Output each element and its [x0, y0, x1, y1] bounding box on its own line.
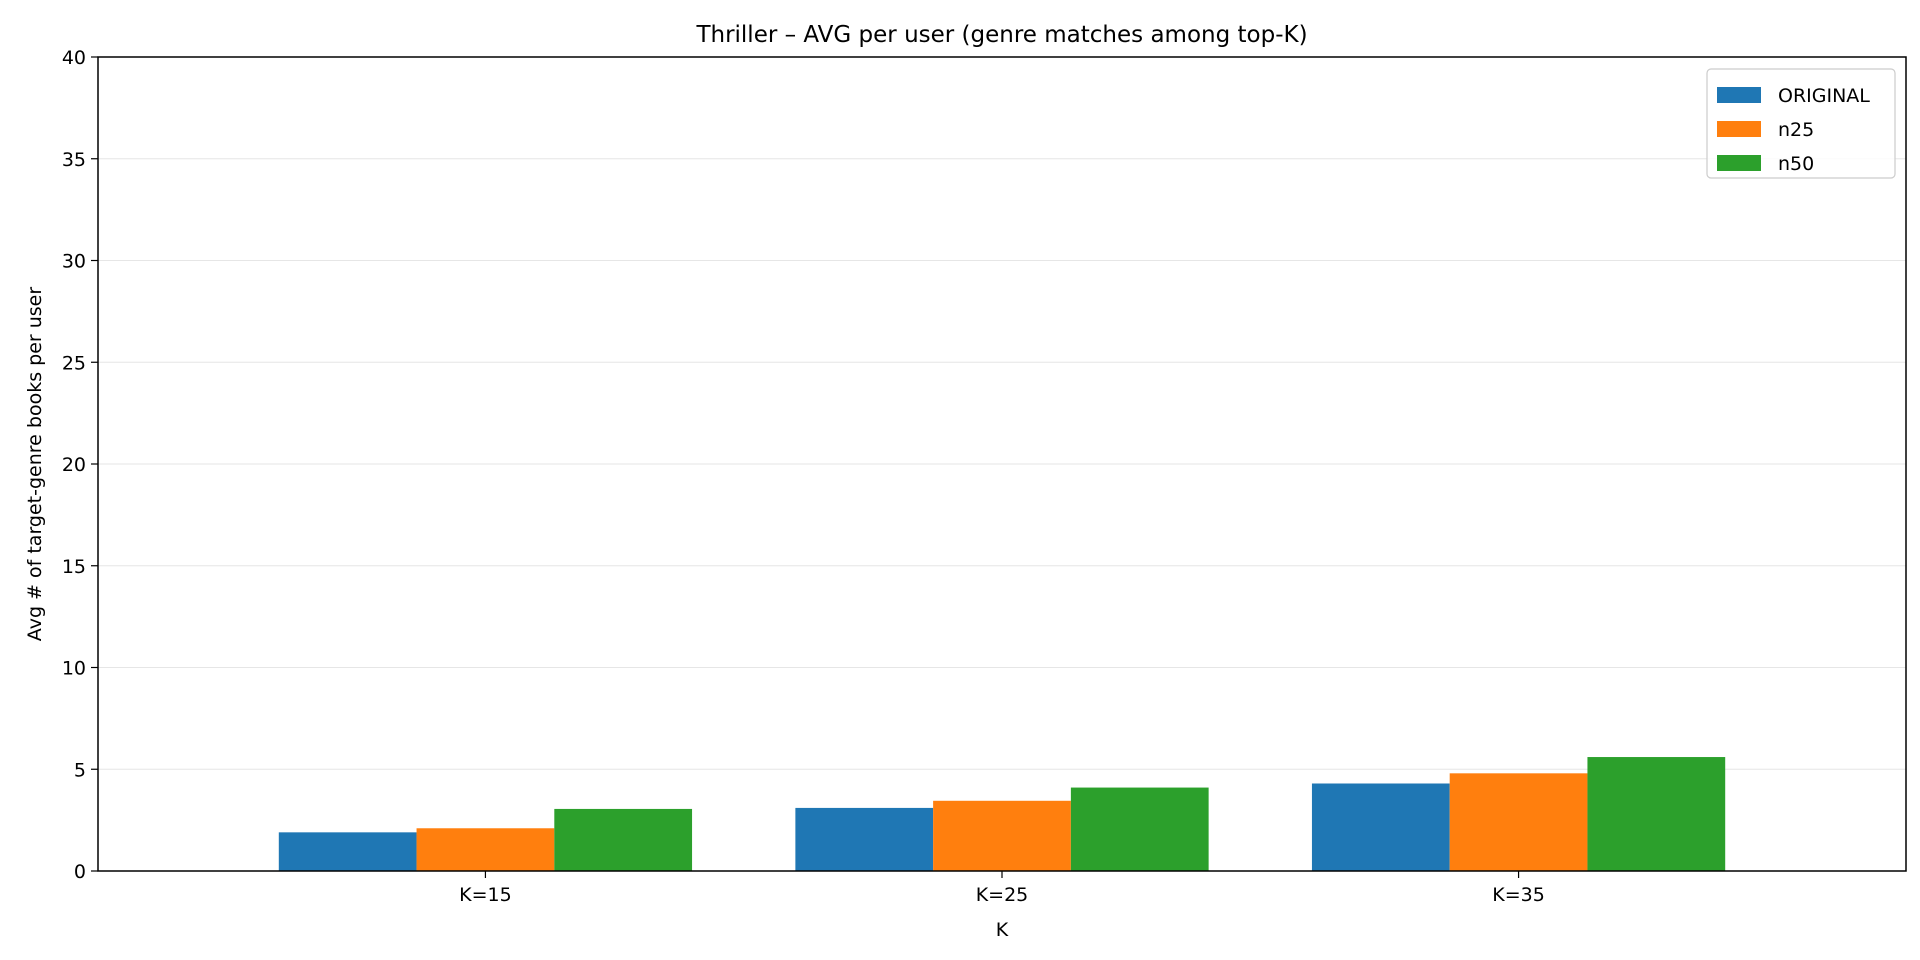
legend-swatch-original [1717, 87, 1761, 103]
y-tick-label: 5 [74, 759, 86, 781]
y-tick-label: 10 [62, 658, 86, 680]
legend: ORIGINAL n25 n50 [1706, 68, 1896, 179]
bar-original-k35 [1311, 783, 1450, 871]
legend-label-n50: n50 [1778, 153, 1814, 175]
y-tick-label: 20 [62, 454, 86, 476]
y-tick-label: 25 [62, 352, 86, 374]
bar-n50-k35 [1587, 757, 1726, 871]
y-axis-title: Avg # of target-genre books per user [24, 287, 46, 642]
bar-n50-k25 [1070, 787, 1209, 871]
y-tick-label: 15 [62, 556, 86, 578]
x-tick-label: K=35 [1492, 884, 1545, 906]
y-tick-label: 35 [62, 149, 86, 171]
bars [278, 757, 1726, 871]
bar-original-k15 [278, 832, 417, 871]
bar-n50-k15 [554, 808, 693, 871]
bar-original-k25 [795, 807, 934, 871]
bar-n25-k35 [1449, 773, 1588, 871]
bar-n25-k25 [933, 800, 1071, 871]
x-axis-ticks: K=15 K=25 K=35 [459, 871, 1545, 906]
x-tick-label: K=25 [976, 884, 1029, 906]
chart-title: Thriller – AVG per user (genre matches a… [695, 22, 1307, 48]
y-axis-ticks: 0 5 10 15 20 25 30 35 40 [62, 47, 98, 883]
y-tick-label: 30 [62, 251, 86, 273]
legend-swatch-n25 [1717, 121, 1761, 137]
x-axis-title: K [996, 919, 1009, 941]
y-tick-label: 40 [62, 47, 86, 69]
bar-n25-k15 [416, 828, 555, 871]
y-tick-label: 0 [74, 861, 86, 883]
legend-label-original: ORIGINAL [1778, 85, 1870, 107]
legend-swatch-n50 [1717, 155, 1761, 171]
legend-label-n25: n25 [1778, 119, 1814, 141]
gridlines [98, 158, 1906, 770]
x-tick-label: K=15 [459, 884, 512, 906]
